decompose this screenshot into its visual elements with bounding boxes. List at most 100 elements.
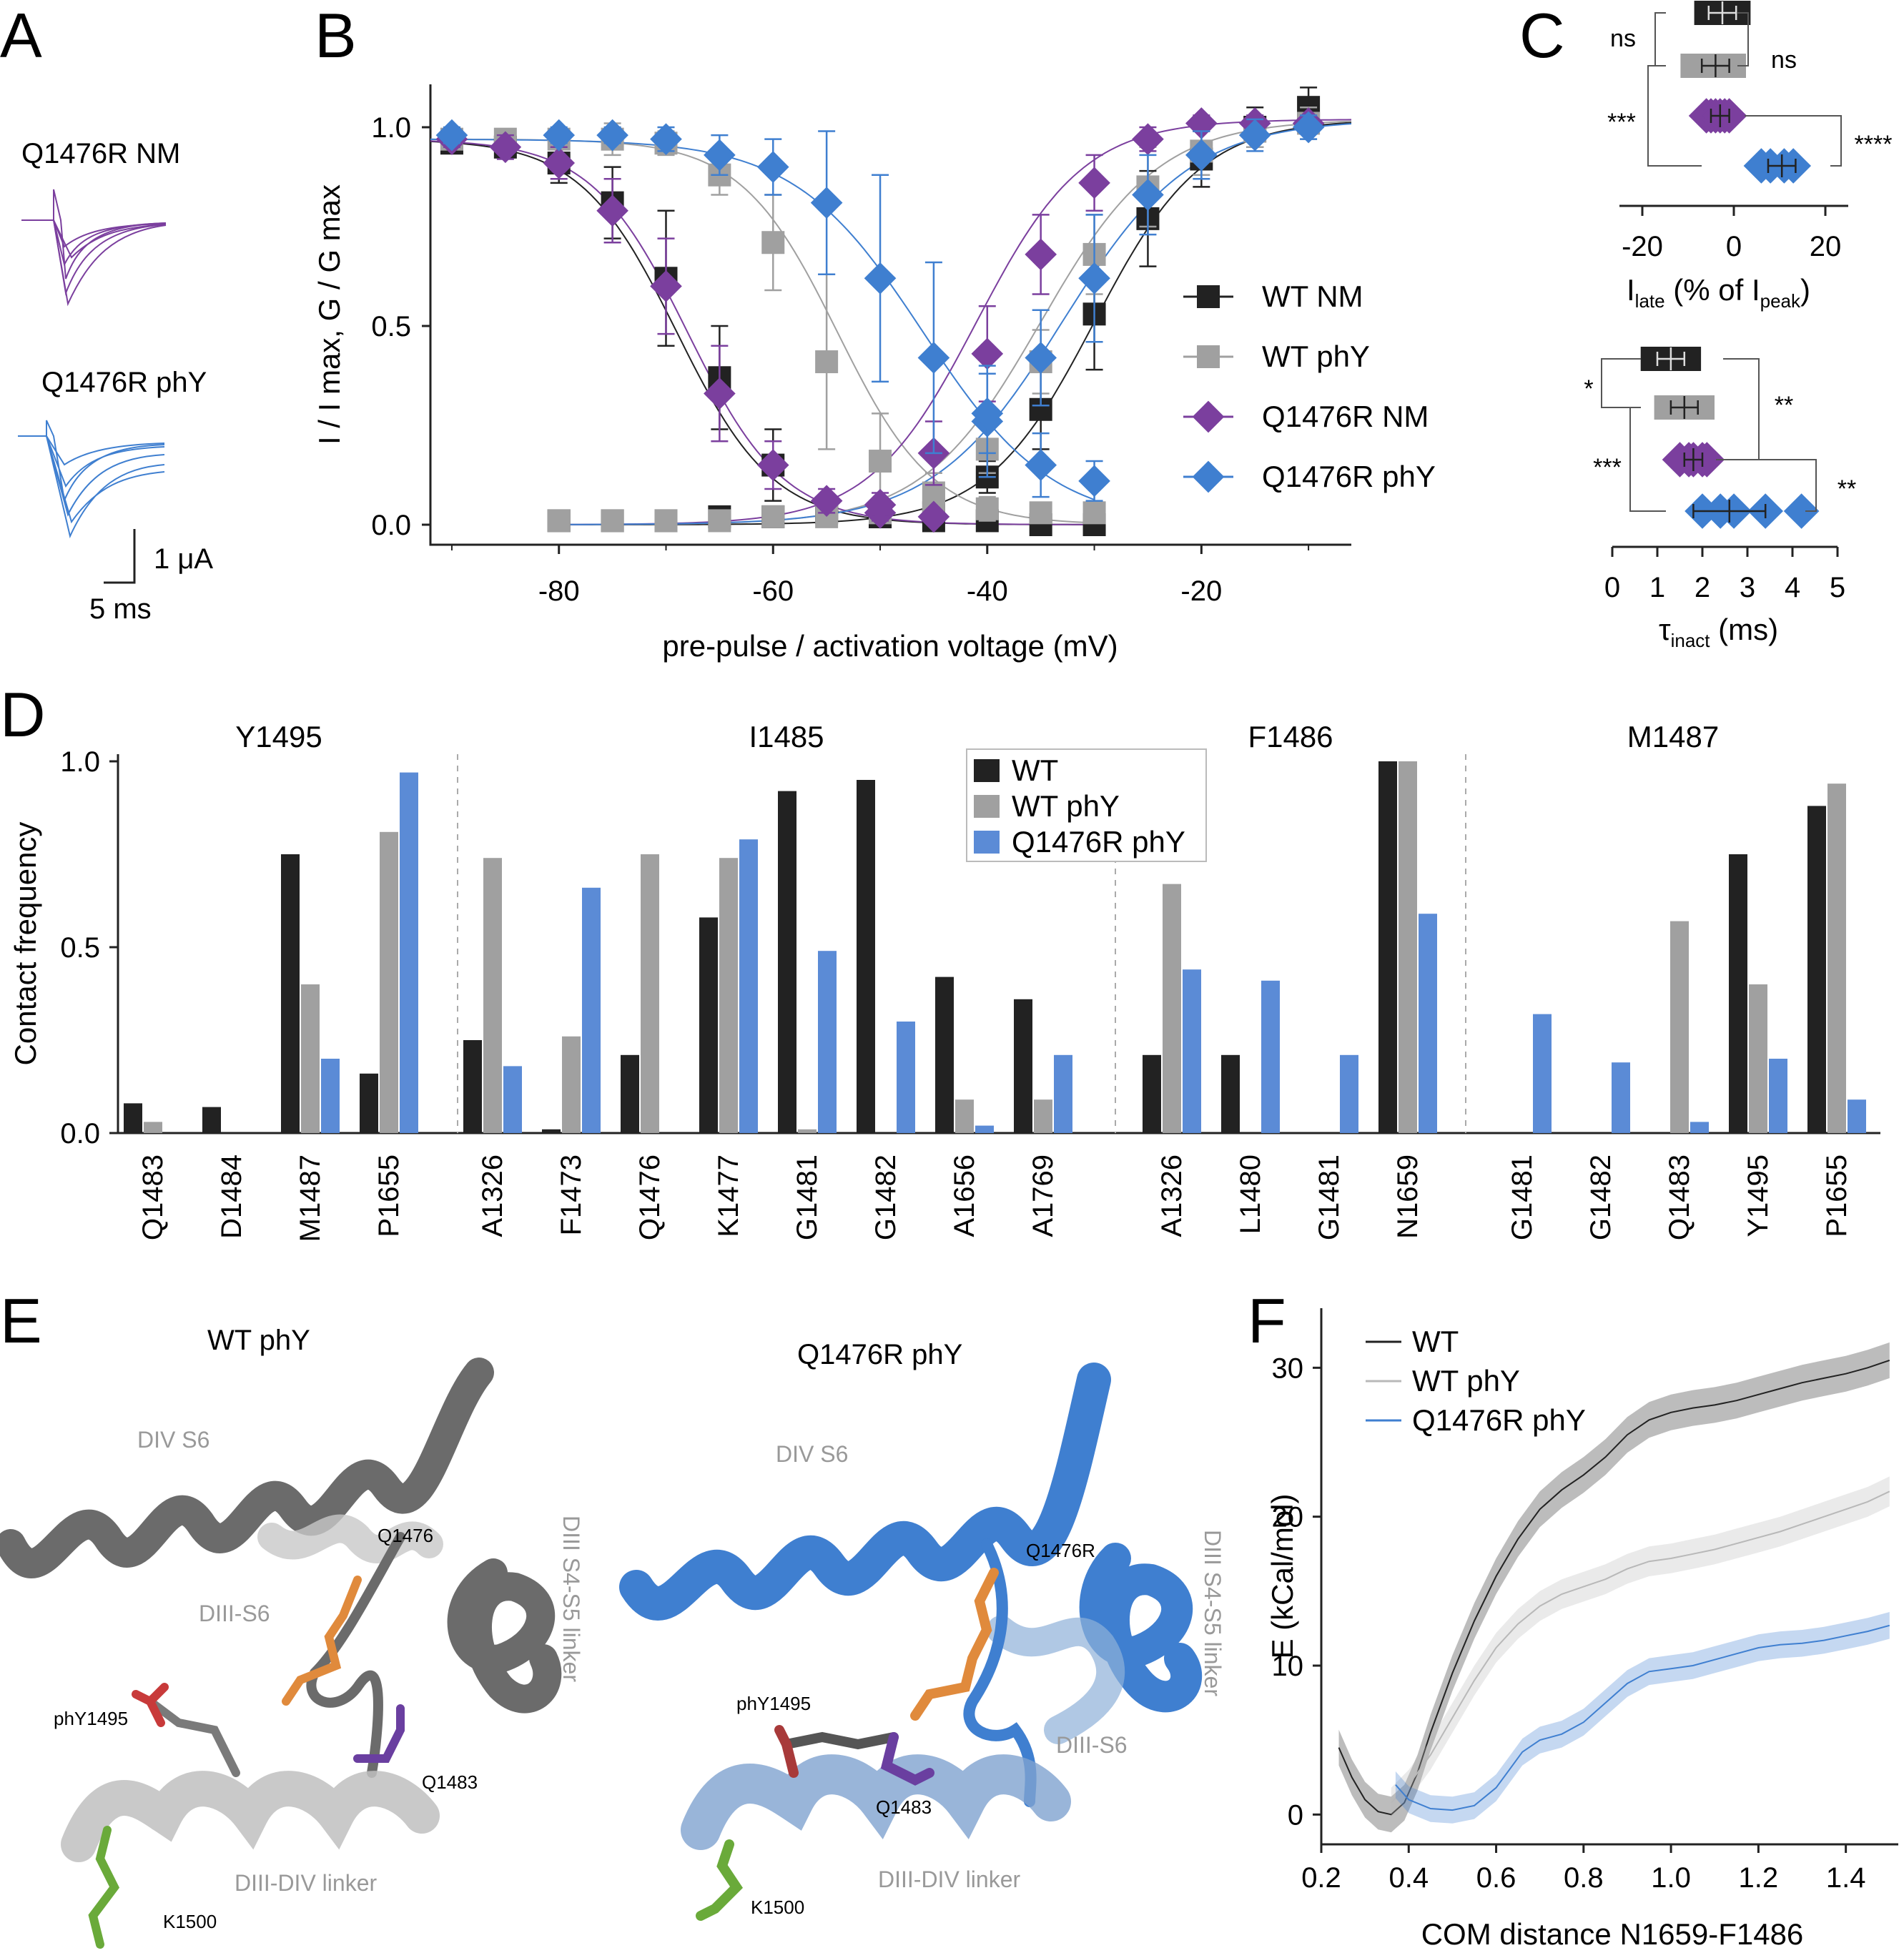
c-mean-sem xyxy=(1700,54,1730,77)
d-category-label: Y1495 xyxy=(1742,1154,1774,1237)
d-bar xyxy=(1827,783,1846,1133)
d-category-label: N1659 xyxy=(1392,1154,1424,1239)
d-bar xyxy=(857,780,875,1133)
b-point xyxy=(971,337,1004,370)
b-point xyxy=(654,509,678,533)
d-bar xyxy=(542,1129,561,1133)
panel-f: 0.2 0.4 0.6 0.8 1.0 1.2 1.4 0 10 20 30 COM distanc… xyxy=(1266,1308,1898,1951)
c-tick-label: 3 xyxy=(1740,572,1755,603)
diii-div-linker-helix-right xyxy=(681,1754,1071,1850)
d-category-label: A1326 xyxy=(477,1154,508,1237)
d-bar xyxy=(1163,884,1181,1133)
panel-letter-f: F xyxy=(1248,1285,1286,1356)
c-tick-label: 0 xyxy=(1726,231,1742,262)
c-bracket xyxy=(1720,459,1817,512)
d-ytick-label: 0.5 xyxy=(60,932,100,964)
f-confidence-band xyxy=(1391,1476,1890,1818)
f-line xyxy=(1395,1624,1890,1811)
b-point xyxy=(869,450,892,473)
d-bar xyxy=(1670,921,1689,1133)
d-ylabel: Contact frequency xyxy=(9,822,42,1066)
c-bottom-xlabel-end: (ms) xyxy=(1710,613,1779,646)
b-point xyxy=(1185,139,1218,172)
b-point xyxy=(971,397,1004,430)
d-bar xyxy=(778,791,796,1133)
b-point xyxy=(547,509,571,533)
b-data-points xyxy=(435,86,1325,536)
b-legend-marker xyxy=(1197,285,1220,308)
diii-s6-helix-right xyxy=(987,1616,1125,1744)
b-point xyxy=(601,509,624,533)
d-category-label: Q1476 xyxy=(634,1154,666,1240)
b-point xyxy=(761,505,785,528)
b-point xyxy=(489,131,522,164)
b-point xyxy=(1078,262,1110,295)
b-point xyxy=(756,151,789,183)
d-category-label: P1655 xyxy=(373,1154,405,1237)
c-bracket xyxy=(1629,407,1666,512)
e-right-q1483: Q1483 xyxy=(876,1796,932,1818)
b-legend-marker xyxy=(1192,400,1225,433)
c-top-xlabel-mid: (% of I xyxy=(1665,273,1760,307)
c-mean-sem xyxy=(1656,347,1686,370)
c-mean-sem xyxy=(1692,500,1767,523)
c-top-xlabel-sub2: peak xyxy=(1760,290,1801,312)
b-xtick-label: -80 xyxy=(538,575,580,607)
c-significance: ns xyxy=(1610,25,1636,52)
q1483-stick-right xyxy=(880,1732,934,1786)
d-category-label: G1481 xyxy=(1313,1154,1345,1240)
b-point xyxy=(1132,123,1164,155)
d-ytick-label: 0.0 xyxy=(60,1118,100,1149)
d-category-label: A1656 xyxy=(949,1154,980,1237)
d-category-label: G1482 xyxy=(870,1154,902,1240)
d-bar xyxy=(1261,980,1280,1133)
panel-letter-b: B xyxy=(315,0,357,71)
c-top-xlabel-end: ) xyxy=(1800,273,1810,307)
f-legend: WT WT phY Q1476R phY xyxy=(1366,1325,1586,1437)
k1500-stick-left xyxy=(88,1826,120,1949)
e-left-diii-linker: DIII S4-S5 linker xyxy=(558,1516,584,1682)
c-tick-label: 20 xyxy=(1810,231,1842,262)
e-right-phy1495: phY1495 xyxy=(736,1693,811,1714)
b-legend-label: Q1476R phY xyxy=(1262,460,1436,493)
d-bar xyxy=(1419,914,1437,1133)
d-category-label: D1484 xyxy=(216,1154,247,1239)
f-xtick-label: 1.4 xyxy=(1826,1862,1866,1894)
b-point xyxy=(864,262,897,295)
b-axes xyxy=(429,84,1351,546)
scale-bar xyxy=(104,529,136,584)
d-legend-swatch xyxy=(974,759,1000,782)
b-point xyxy=(596,119,628,152)
b-xtick-label: -20 xyxy=(1180,575,1222,607)
d-bar xyxy=(641,854,659,1133)
d-group-title: I1485 xyxy=(749,720,824,753)
loop-left xyxy=(306,1532,405,1778)
c-mean-sem xyxy=(1767,154,1797,177)
d-bar xyxy=(124,1103,142,1133)
panel-letter-a: A xyxy=(0,0,42,71)
c-bottom-xlabel-main: τ xyxy=(1659,613,1671,646)
b-point xyxy=(1025,342,1057,374)
d-bar xyxy=(582,887,601,1133)
b-fit-activation xyxy=(558,122,1352,525)
b-point xyxy=(650,123,682,155)
d-bar xyxy=(562,1036,581,1133)
b-legend-label: Q1476R NM xyxy=(1262,400,1429,433)
d-bar xyxy=(463,1040,482,1133)
b-point xyxy=(543,147,576,179)
trace-label-phy: Q1476R phY xyxy=(41,367,207,398)
b-legend-marker xyxy=(1197,345,1220,368)
d-category-label: G1481 xyxy=(1506,1154,1538,1240)
b-point xyxy=(761,231,785,254)
q1483-stick-left xyxy=(353,1704,405,1763)
f-line xyxy=(1338,1359,1890,1816)
c-mean-sem xyxy=(1683,448,1704,471)
e-right-div-s6: DIV S6 xyxy=(776,1441,848,1467)
d-bar xyxy=(1183,969,1201,1133)
f-legend-label: WT xyxy=(1412,1325,1459,1358)
e-left-diii-div-linker: DIII-DIV linker xyxy=(235,1870,377,1896)
c-point xyxy=(1783,493,1820,529)
f-xtick-label: 1.0 xyxy=(1651,1862,1691,1894)
d-bar xyxy=(144,1122,162,1133)
